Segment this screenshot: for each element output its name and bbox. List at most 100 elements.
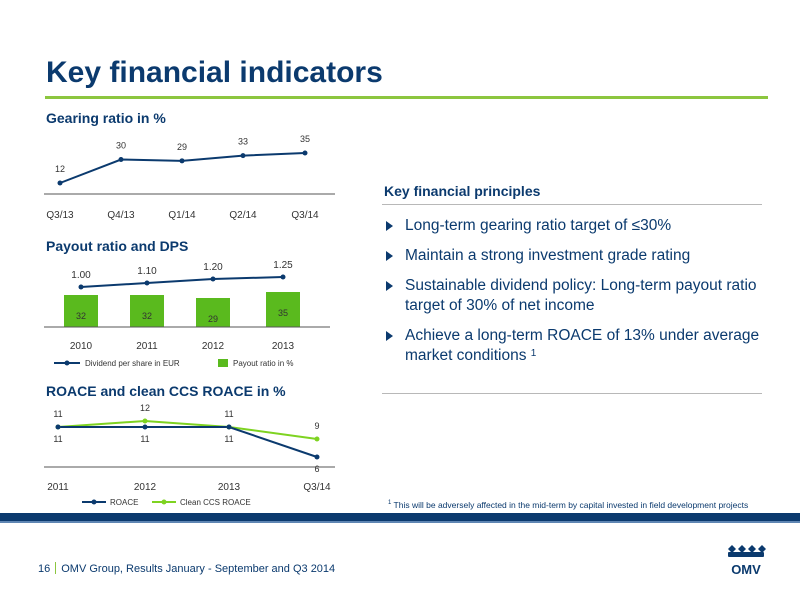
bar-value-label: 29	[208, 314, 218, 324]
principle-text: Maintain a strong investment grade ratin…	[405, 247, 691, 264]
triangle-bullet-icon	[386, 331, 393, 341]
payout-ratio-dps-chart: 32 32 29 35 1.00 1.10 1.20 1.25 2010 2011 2012 2013…	[44, 260, 330, 368]
data-label: 30	[116, 141, 126, 151]
triangle-bullet-icon	[386, 251, 393, 261]
title-rule	[45, 96, 768, 99]
bar-value-label: 32	[142, 311, 152, 321]
principle-text: Long-term gearing ratio target of ≤30%	[405, 217, 672, 234]
triangle-bullet-icon	[386, 221, 393, 231]
clean-ccs-roace-label: 9	[314, 421, 319, 431]
dps-point	[210, 276, 216, 282]
bar-value-label: 35	[278, 308, 288, 318]
principles-divider-bottom	[382, 393, 762, 394]
series-line	[59, 152, 306, 184]
data-point	[57, 180, 63, 186]
legend-roace-marker	[91, 499, 97, 505]
principle-item: Maintain a strong investment grade ratin…	[386, 246, 766, 266]
x-tick-label: Q3/14	[303, 482, 331, 493]
legend-payout-swatch	[218, 359, 228, 367]
data-label: 29	[177, 142, 187, 152]
dps-point	[144, 280, 150, 286]
footnote-text: This will be adversely affected in the m…	[391, 500, 749, 510]
omv-logo-mark-icon	[728, 545, 766, 557]
dps-label: 1.10	[137, 266, 157, 277]
clean-ccs-roace-label: 11	[224, 409, 233, 419]
roace-point	[226, 424, 232, 430]
dps-label: 1.20	[203, 262, 223, 273]
omv-logo: OMV	[728, 545, 766, 577]
dps-line	[80, 276, 284, 288]
data-point	[118, 157, 124, 163]
roace-chart-title: ROACE and clean CCS ROACE in %	[46, 383, 286, 399]
legend-dps-label: Dividend per share in EUR	[85, 359, 180, 368]
x-tick-label: 2012	[202, 341, 225, 352]
payout-bar	[196, 298, 230, 327]
principle-item: Achieve a long-term ROACE of 13% under a…	[386, 326, 766, 366]
omv-logo-text: OMV	[731, 562, 761, 577]
dps-point	[280, 274, 286, 280]
x-tick-label: Q3/13	[46, 210, 74, 221]
data-point	[240, 153, 246, 159]
footer: 16 OMV Group, Results January - September…	[38, 562, 335, 575]
bar-value-label: 32	[76, 311, 86, 321]
legend-clean-marker	[161, 499, 167, 505]
roace-chart: 11 12 11 9 11 11 11 6 2011 2012 2013 Q3/14 ROACE Clea…	[44, 403, 335, 507]
roace-point	[55, 424, 61, 430]
clean-ccs-roace-line	[57, 419, 318, 440]
principle-item: Long-term gearing ratio target of ≤30%	[386, 216, 766, 236]
footnote-marker: 1	[530, 348, 537, 359]
clean-ccs-roace-label: 12	[140, 403, 150, 413]
principle-text: Sustainable dividend policy: Long-term p…	[405, 277, 757, 314]
roace-label: 6	[314, 464, 319, 474]
x-tick-label: Q4/13	[107, 210, 135, 221]
footnote-number: 1	[388, 500, 392, 507]
clean-ccs-roace-point	[142, 418, 148, 424]
x-tick-label: Q3/14	[291, 210, 319, 221]
principle-text: Achieve a long-term ROACE of 13% under a…	[405, 327, 760, 364]
dps-label: 1.00	[71, 270, 91, 281]
roace-label: 11	[224, 434, 233, 444]
data-label: 35	[300, 134, 310, 144]
principles-list: Long-term gearing ratio target of ≤30% M…	[386, 216, 766, 376]
roace-line	[58, 426, 318, 458]
x-tick-label: 2013	[218, 482, 241, 493]
footnote: 1 This will be adversely affected in the…	[388, 500, 748, 510]
data-label: 12	[55, 164, 65, 174]
roace-label: 11	[53, 434, 62, 444]
dps-label: 1.25	[273, 260, 293, 271]
page-number: 16	[38, 563, 51, 575]
gearing-chart-title: Gearing ratio in %	[46, 110, 166, 126]
principles-divider-top	[382, 204, 762, 205]
x-tick-label: 2011	[47, 482, 69, 493]
footer-band-accent	[0, 521, 800, 523]
payout-bar	[266, 292, 300, 327]
legend-clean-label: Clean CCS ROACE	[180, 498, 251, 507]
footer-text: OMV Group, Results January - September a…	[61, 563, 336, 575]
gearing-ratio-chart: 12 30 29 33 35 Q3/13 Q4/13 Q1/14 Q2/14 Q3/14	[44, 134, 335, 221]
x-tick-label: 2011	[136, 341, 158, 352]
principle-item: Sustainable dividend policy: Long-term p…	[386, 276, 766, 316]
roace-point	[314, 454, 320, 460]
x-tick-label: Q1/14	[168, 210, 196, 221]
roace-label: 11	[140, 434, 149, 444]
clean-ccs-roace-label: 11	[53, 409, 62, 419]
dps-point	[78, 284, 84, 290]
x-tick-label: Q2/14	[229, 210, 257, 221]
page-title: Key financial indicators	[46, 56, 383, 89]
legend-payout-label: Payout ratio in %	[233, 359, 293, 368]
payout-bar	[64, 295, 98, 327]
data-point	[179, 158, 185, 164]
data-label: 33	[238, 137, 248, 147]
footer-separator	[55, 562, 57, 574]
footer-band	[0, 513, 800, 521]
payout-chart-title: Payout ratio and DPS	[46, 238, 189, 254]
clean-ccs-roace-point	[314, 436, 320, 442]
legend-roace-label: ROACE	[110, 498, 138, 507]
payout-bar	[130, 295, 164, 327]
principles-title: Key financial principles	[384, 183, 541, 199]
roace-point	[142, 424, 148, 430]
x-tick-label: 2010	[70, 341, 93, 352]
triangle-bullet-icon	[386, 281, 393, 291]
data-point	[302, 150, 308, 156]
legend-dps-marker	[64, 360, 70, 366]
